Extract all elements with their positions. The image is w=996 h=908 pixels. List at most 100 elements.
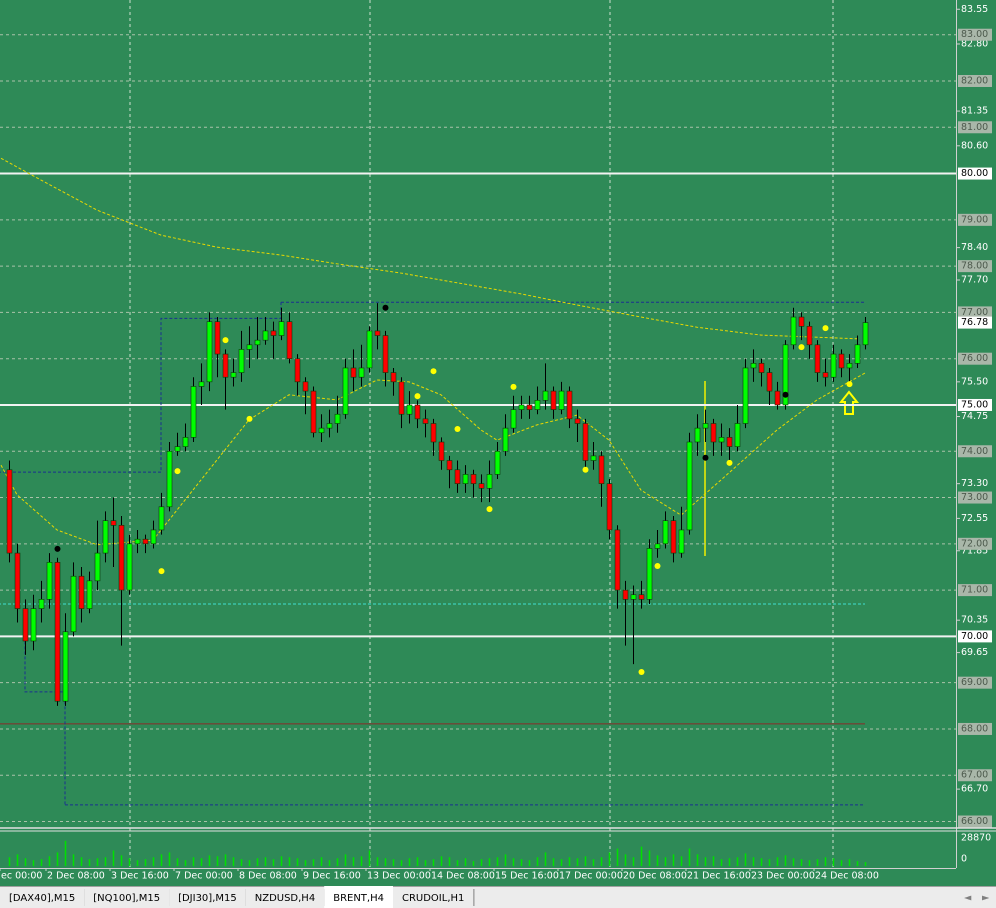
y-tick-label: 83.55	[961, 4, 988, 15]
level-label-box	[958, 676, 992, 689]
candle-body	[454, 469, 461, 484]
tab-label: CRUDOIL,H1	[402, 893, 464, 904]
tab-scroll[interactable]: ►	[982, 893, 990, 904]
candle-body	[382, 335, 389, 373]
plot-area	[0, 34, 956, 823]
signal-dot	[430, 368, 437, 375]
candle-body	[534, 400, 541, 410]
candle-body	[198, 381, 205, 387]
candle-body	[806, 325, 813, 346]
signal-dot-black	[782, 391, 789, 398]
tab-background	[324, 886, 393, 908]
candle-body	[590, 455, 597, 461]
candle-body	[14, 552, 21, 609]
y-tick-label: 73.30	[961, 478, 988, 489]
tab-scroll[interactable]: ◄	[964, 893, 972, 904]
candle-body	[126, 543, 133, 591]
tab-background	[392, 888, 474, 908]
signal-dot-black	[702, 454, 709, 461]
candle-body	[286, 321, 293, 359]
level-label: 83.00	[961, 29, 988, 40]
candle-body	[86, 580, 93, 609]
level-label: 69.00	[961, 677, 988, 688]
y-tick-label: 81.35	[961, 106, 988, 117]
candle-body	[358, 367, 365, 378]
candle-body	[6, 469, 13, 554]
candle-body	[262, 330, 269, 341]
candle-body	[678, 529, 685, 554]
level-label-box	[958, 584, 992, 597]
candle-body	[694, 427, 701, 443]
tab-background	[84, 888, 170, 908]
candle-body	[734, 423, 741, 447]
signal-dot	[486, 506, 493, 513]
y-tick-label: 66.70	[961, 784, 988, 795]
level-label: 77.00	[961, 307, 988, 318]
level-label: 74.00	[961, 446, 988, 457]
tab[interactable]: BRENT,H4	[324, 886, 394, 908]
level-label-box	[958, 537, 992, 550]
candle-body	[486, 474, 493, 489]
y-tick-label: 71.85	[961, 545, 988, 556]
candle-body	[710, 423, 717, 443]
candle-body	[214, 321, 221, 355]
candle-body	[622, 589, 629, 600]
tab[interactable]: [DJI30],M15	[169, 888, 247, 908]
signal-dot	[846, 381, 853, 388]
candle-body	[766, 372, 773, 392]
signal-dot	[414, 393, 421, 400]
candle-body	[838, 353, 845, 369]
level-label-box	[958, 815, 992, 828]
candle-body	[478, 483, 485, 489]
current-price-label: 76.78	[961, 317, 988, 328]
candle-body	[294, 358, 301, 383]
moving-average-fast	[0, 372, 866, 546]
candle-body	[790, 316, 797, 346]
level-label-box	[958, 491, 992, 504]
candle-body	[206, 321, 213, 383]
x-tick-label: 9 Dec 16:00	[303, 871, 361, 882]
step-line	[24, 636, 66, 805]
candle-body	[406, 404, 413, 415]
candle-body	[830, 353, 837, 378]
signal-dot	[638, 669, 645, 676]
candle-body	[366, 330, 373, 369]
signal-dot-black	[54, 545, 61, 552]
x-tick-label: 20 Dec 08:00	[623, 871, 687, 882]
tab[interactable]: CRUDOIL,H1	[392, 888, 475, 908]
key-level-label-box	[958, 630, 992, 643]
candle-body	[78, 575, 85, 609]
candle-body	[62, 631, 69, 702]
moving-average-slow	[0, 157, 858, 340]
candle-body	[134, 538, 141, 545]
candle-body	[246, 344, 253, 350]
candle-body	[150, 529, 157, 545]
y-tick-label: 72.55	[961, 513, 988, 524]
y-tick-label: 80.60	[961, 140, 988, 151]
tab[interactable]: NZDUSD,H4	[245, 888, 326, 908]
level-label: 82.00	[961, 75, 988, 86]
candle-body	[46, 562, 53, 600]
signal-dot	[174, 468, 181, 475]
volume-tick-label: 0	[961, 854, 967, 865]
candle-body	[94, 552, 101, 582]
y-tick-label: 75.50	[961, 376, 988, 387]
level-label: 76.00	[961, 353, 988, 364]
level-label: 79.00	[961, 214, 988, 225]
candle-body	[742, 367, 749, 424]
candle-body	[526, 404, 533, 410]
tab[interactable]: [DAX40],M15	[0, 888, 86, 908]
candle-body	[854, 344, 861, 364]
candle-body	[598, 455, 605, 484]
candle-body	[822, 372, 829, 378]
candle-body	[174, 446, 181, 452]
level-label-box	[958, 121, 992, 134]
candle-body	[782, 344, 789, 406]
x-tick-label: 7 Dec 00:00	[175, 871, 233, 882]
candle-body	[326, 423, 333, 429]
tab[interactable]: [NQ100],M15	[84, 888, 171, 908]
candle-body	[390, 372, 397, 383]
candle-body	[278, 321, 285, 336]
